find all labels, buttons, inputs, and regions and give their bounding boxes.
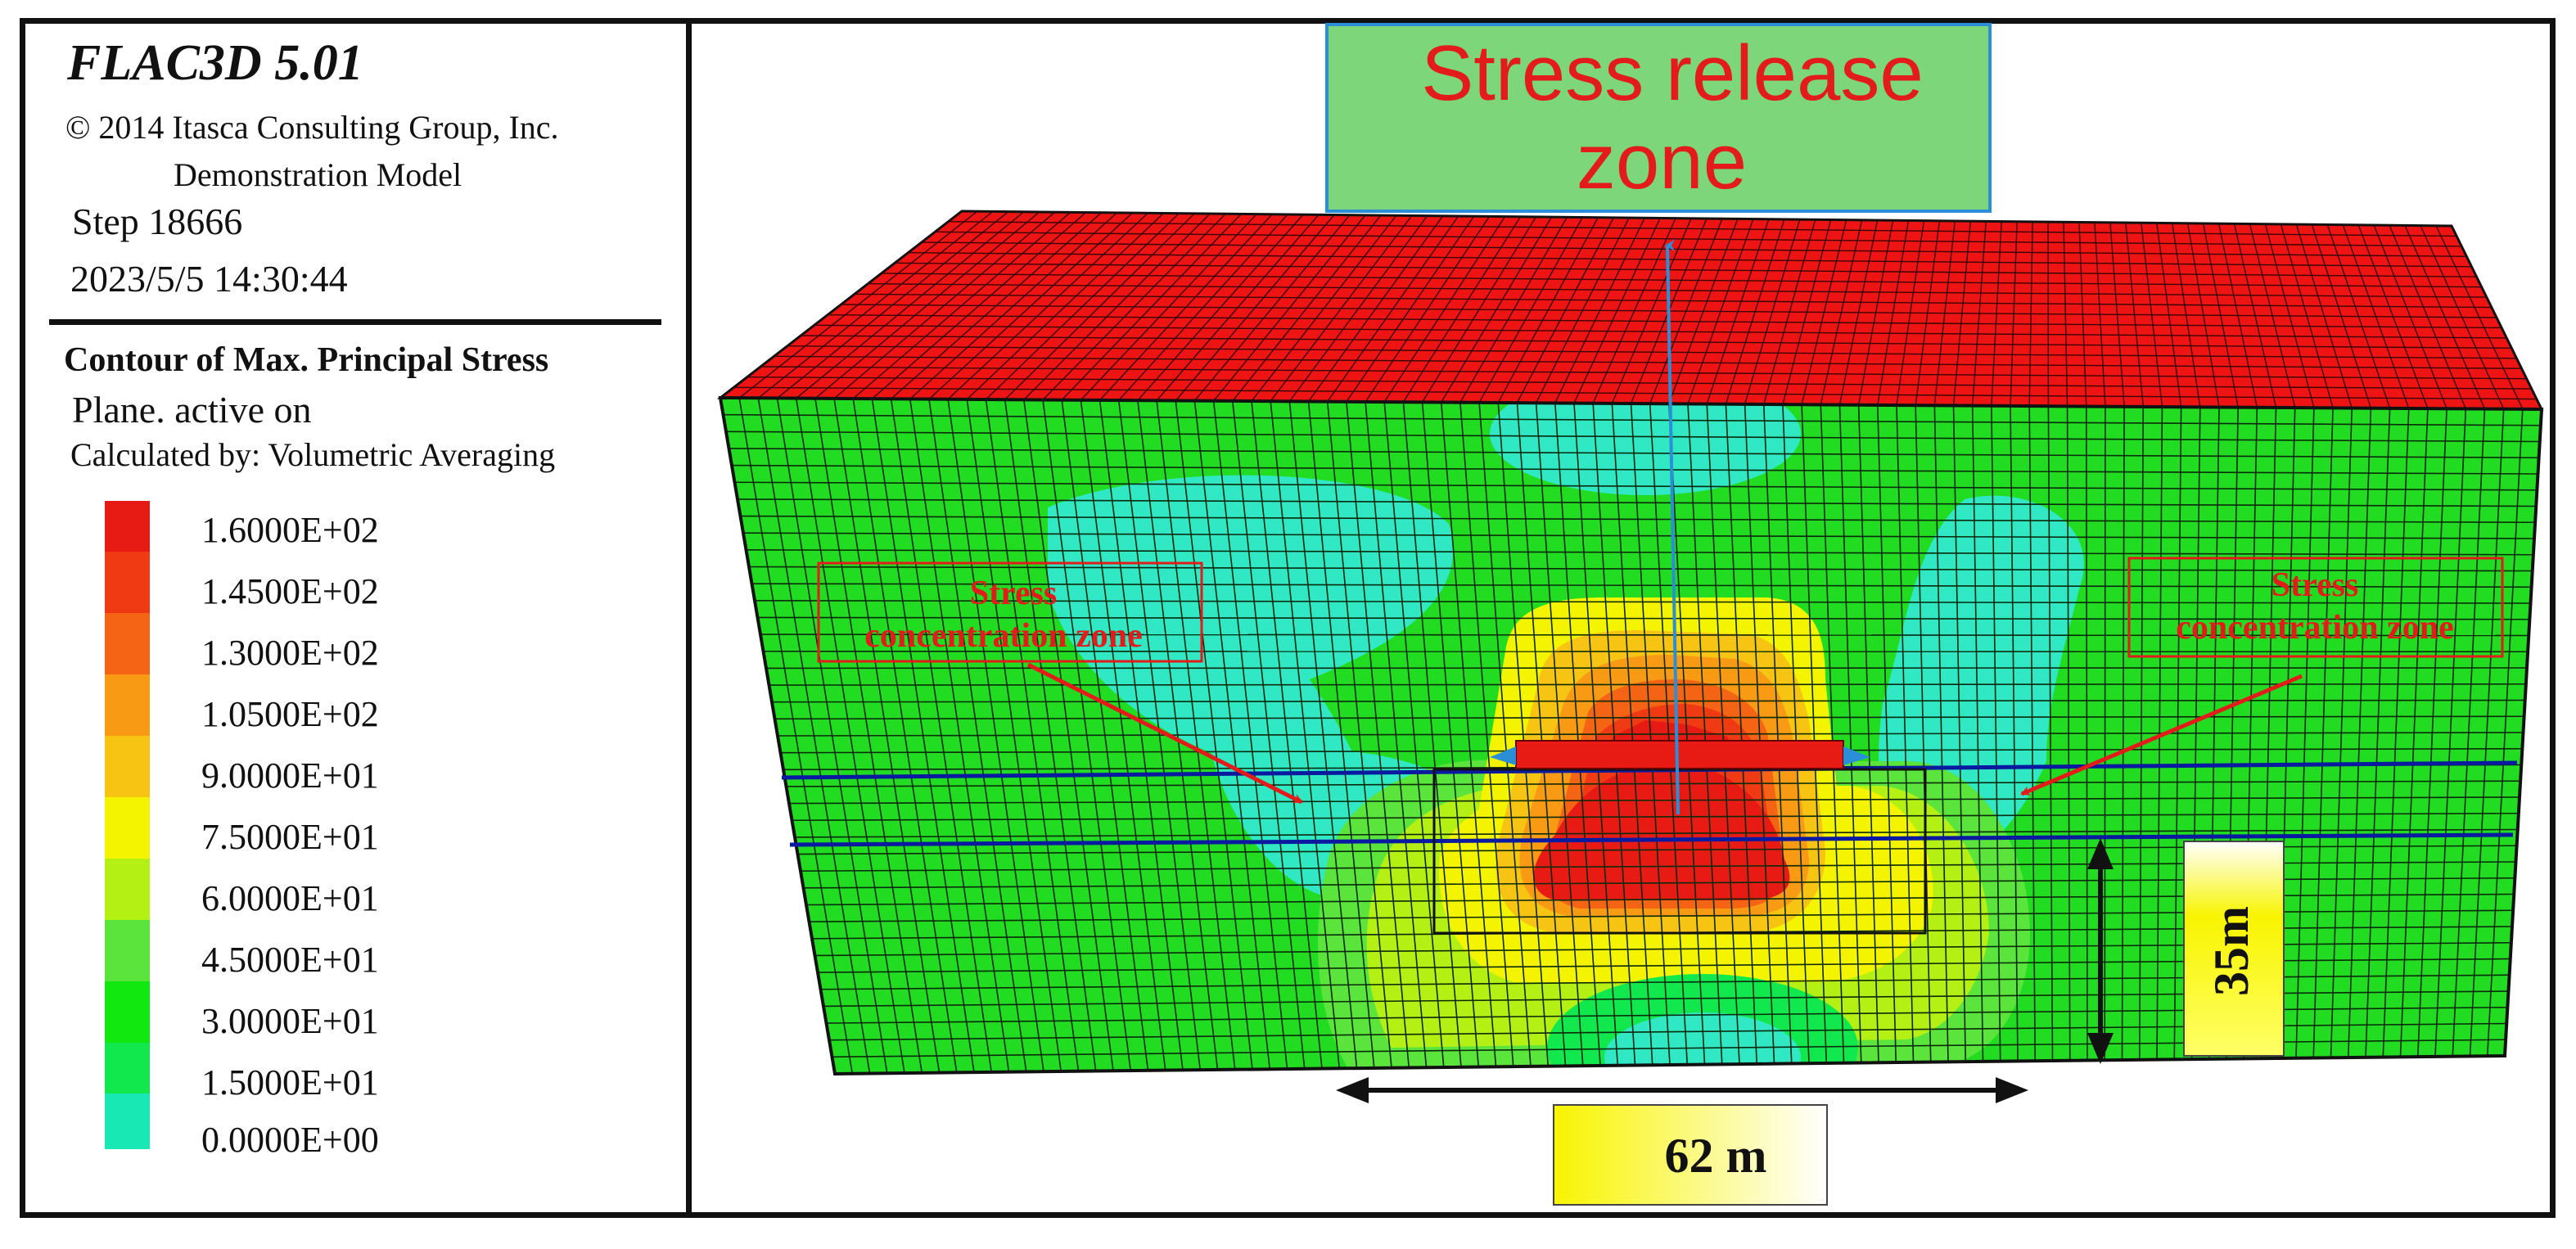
step-label: Step 18666 xyxy=(72,201,243,242)
scale-swatch xyxy=(105,1093,150,1149)
concentration-zone-box-right xyxy=(2127,557,2504,658)
panel-divider xyxy=(686,18,692,1218)
datetime-label: 2023/5/5 14:30:44 xyxy=(70,258,348,300)
front-face-mesh xyxy=(723,398,2541,1074)
concentration-arrow-left xyxy=(1026,662,1303,805)
scale-label: 9.0000E+01 xyxy=(201,755,379,796)
scale-label: 0.0000E+00 xyxy=(201,1120,379,1160)
scale-label: 4.5000E+01 xyxy=(201,940,379,980)
excavated-roadway xyxy=(1515,740,1844,769)
contour-title: Contour of Max. Principal Stress xyxy=(64,341,549,379)
release-zone-label: zone xyxy=(1577,118,1747,205)
concentration-zone-label: concentration zone xyxy=(864,617,1142,655)
color-scale xyxy=(105,501,150,1149)
model-label: Demonstration Model xyxy=(174,156,462,193)
scale-label: 6.0000E+01 xyxy=(201,878,379,918)
scale-label: 1.5000E+01 xyxy=(201,1062,379,1102)
scale-swatch xyxy=(105,859,150,920)
scale-label: 1.0500E+02 xyxy=(201,694,379,734)
plane-label: Plane. active on xyxy=(72,389,312,431)
concentration-zone-label: Stress xyxy=(970,575,1058,612)
figure-frame xyxy=(20,18,2556,1218)
concentration-zone-label: concentration zone xyxy=(2176,609,2453,647)
copyright-text: © 2014 Itasca Consulting Group, Inc. xyxy=(65,109,559,146)
concentration-arrow-right xyxy=(2020,674,2303,796)
scale-swatch xyxy=(105,920,150,981)
legend-divider xyxy=(49,319,661,325)
concentration-zone-box-left xyxy=(817,561,1203,663)
scale-label: 3.0000E+01 xyxy=(201,1001,379,1041)
scale-swatch xyxy=(105,797,150,859)
scale-swatch xyxy=(105,981,150,1043)
software-title: FLAC3D 5.01 xyxy=(67,35,363,91)
calculation-label: Calculated by: Volumetric Averaging xyxy=(70,436,556,473)
scale-swatch xyxy=(105,674,150,736)
scale-swatch xyxy=(105,1043,150,1093)
scale-label: 7.5000E+01 xyxy=(201,817,379,857)
scale-label: 1.4500E+02 xyxy=(201,571,379,611)
width-dimension-label: 62 m xyxy=(1665,1129,1767,1183)
height-dimension: 35m xyxy=(2087,838,2285,1064)
height-dimension-label: 35m xyxy=(2204,906,2258,996)
top-face-mesh xyxy=(733,211,2537,409)
release-zone-box xyxy=(1325,23,1992,213)
scale-swatch xyxy=(105,613,150,674)
scale-swatch xyxy=(105,736,150,797)
concentration-zone-label: Stress xyxy=(2271,566,2359,604)
release-arrow xyxy=(1665,239,1680,815)
scale-swatch xyxy=(105,552,150,613)
release-zone-label: Stress release xyxy=(1421,29,1924,117)
layer-line-lower xyxy=(789,832,2514,847)
scale-label: 1.6000E+02 xyxy=(201,510,379,550)
scale-swatch xyxy=(105,501,150,552)
scale-label: 1.3000E+02 xyxy=(201,633,379,673)
width-dimension: 62 m xyxy=(1336,1077,2028,1206)
